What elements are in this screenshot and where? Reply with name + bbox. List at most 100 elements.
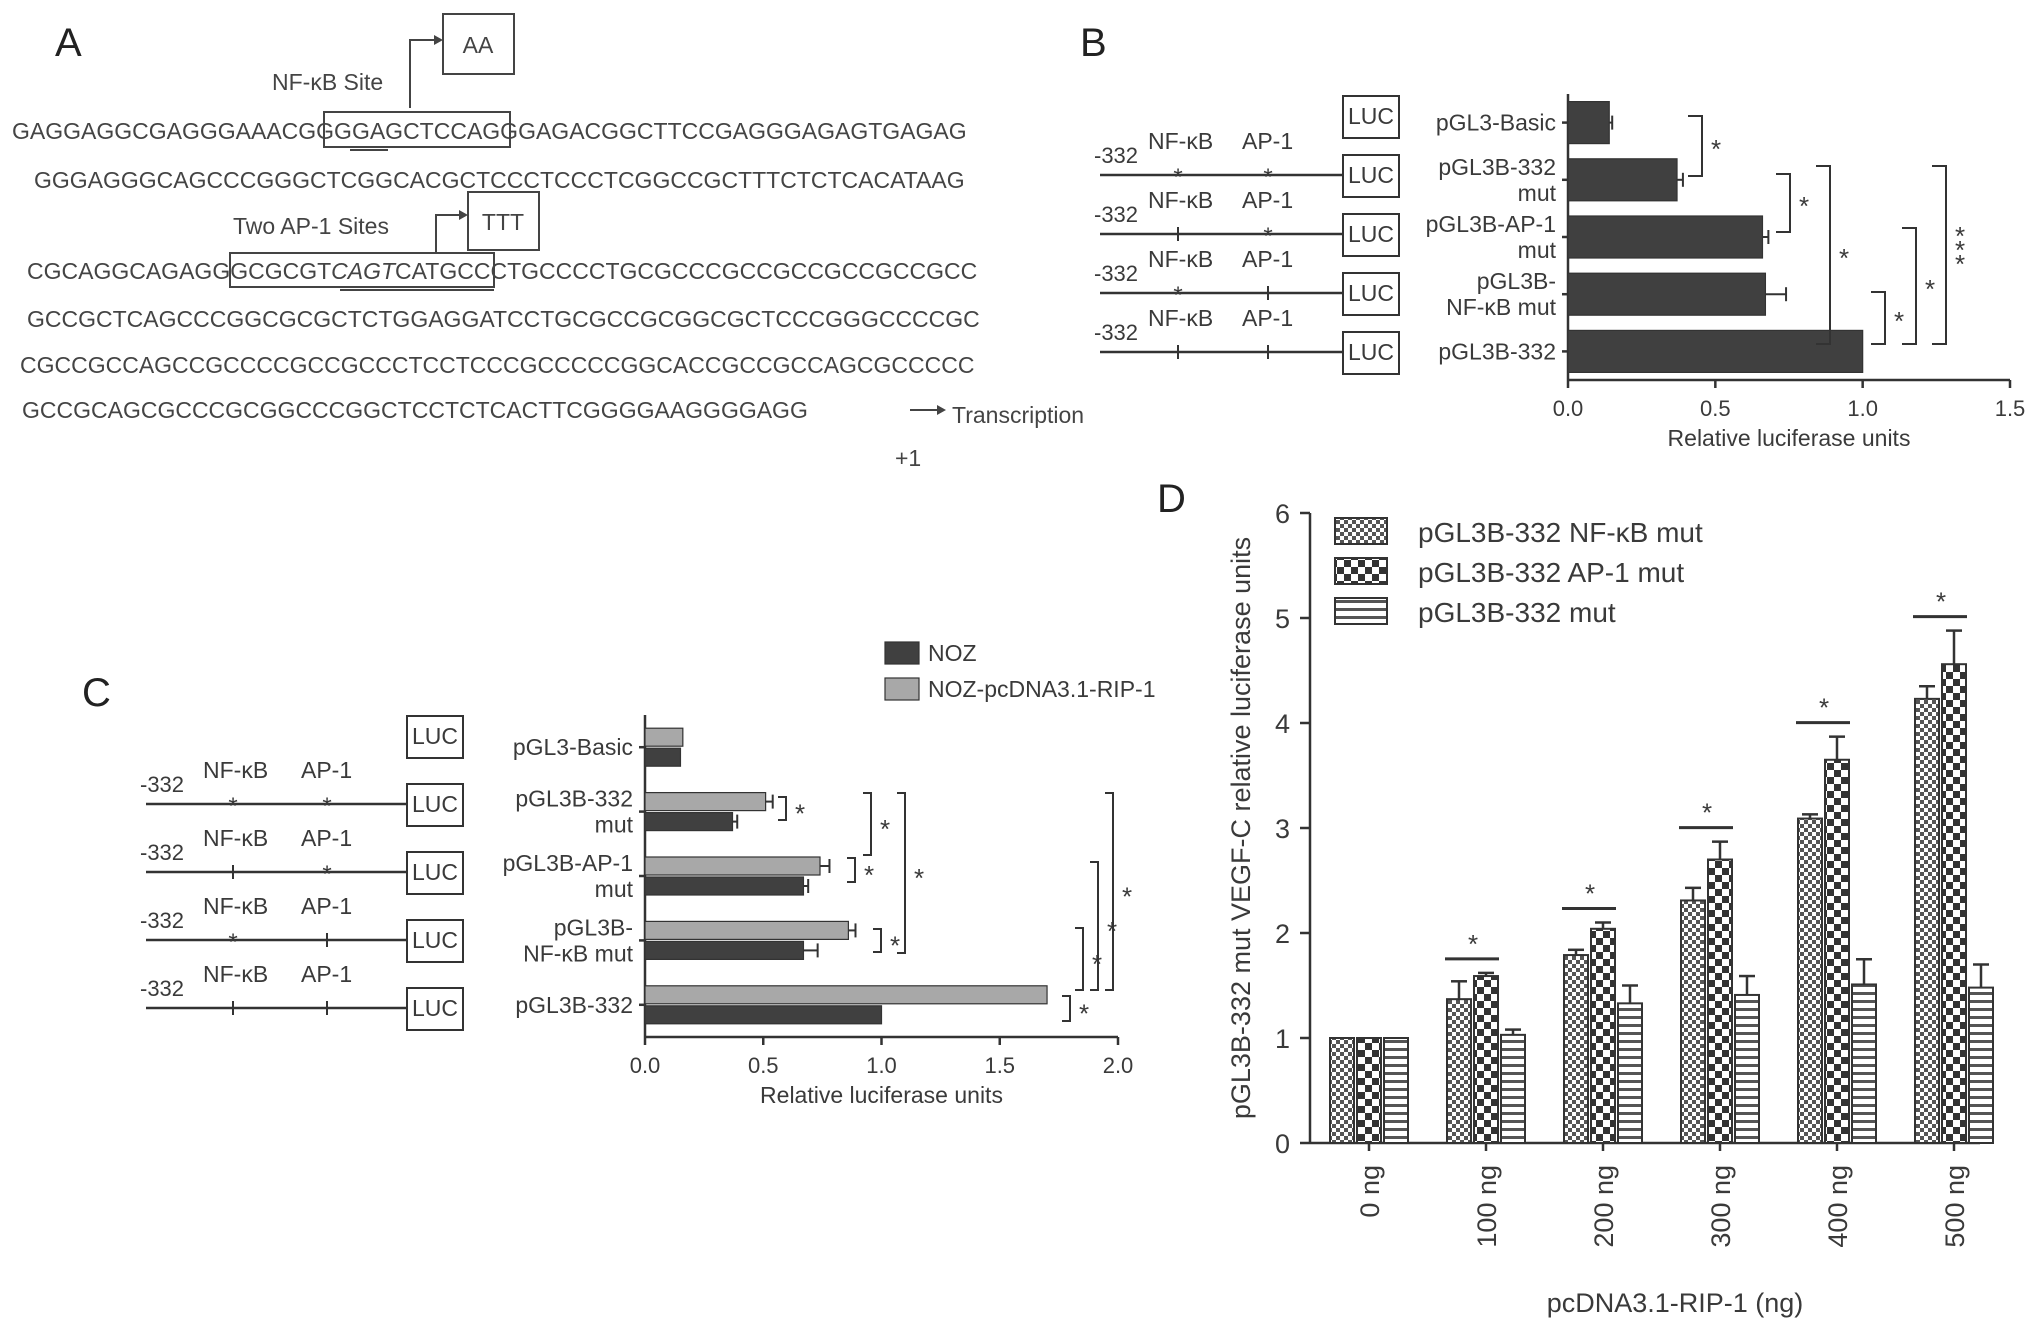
x-tick-label: 1.0 [866, 1053, 897, 1078]
panel-label-b: B [1080, 21, 1107, 65]
significance-mark: * [1925, 274, 1935, 304]
significance-bracket [1075, 927, 1084, 991]
significance-mark: * [914, 863, 924, 893]
significance-bracket [863, 792, 872, 856]
panel-label-d: D [1157, 477, 1186, 521]
category-label: pGL3B-332 [515, 786, 633, 812]
bar [1500, 1033, 1526, 1144]
bar [644, 876, 805, 896]
sequence-line-6: GCCGCAGCGCCCGCGGCCCGGCTCCTCTCACTTCGGGGAA… [22, 397, 808, 423]
site-nfkb-label: NF-κB Site [272, 69, 383, 95]
y-tick-label: 5 [1275, 604, 1290, 634]
bar [1851, 983, 1877, 1145]
sequence-line-1: GAGGAGGCGAGGGAAACGGGGAGCTCCAGGGAGACGGCTT… [12, 118, 967, 144]
ap1-label: AP-1 [1242, 305, 1293, 331]
bar [1680, 899, 1706, 1145]
luc-box [406, 715, 464, 759]
bar [1797, 817, 1823, 1144]
x-tick-label: 1.0 [1847, 396, 1878, 421]
panel-d-chart: 0 1 2 3 4 5 6 pGL3B-332 mut VEGF-C relative luc… [1226, 499, 1994, 1318]
bar [1707, 858, 1733, 1144]
arrow-head-ap1 [459, 210, 468, 220]
ap1-label: AP-1 [301, 893, 352, 919]
significance-bracket [1871, 291, 1886, 345]
ap1-label: AP-1 [1242, 246, 1293, 272]
y-tick-label: 2 [1275, 919, 1290, 949]
legend-swatch [1334, 597, 1388, 625]
nfkb-label: NF-κB [203, 893, 268, 919]
mutation-mark: * [1173, 282, 1182, 309]
mutation-nfkb: AA [463, 32, 494, 58]
mutation-mark: * [322, 861, 331, 888]
bar [1473, 975, 1499, 1144]
nfkb-label: NF-κB [1148, 305, 1213, 331]
position-label: -332 [140, 908, 184, 933]
panel-c-chart: 0.0 0.5 1.0 1.5 2.0 Relative luciferase units… [503, 640, 1156, 1108]
significance-mark: * [1819, 693, 1829, 723]
legend-swatch [1334, 517, 1388, 545]
bar [1941, 663, 1967, 1144]
significance-mark: * [1955, 235, 1965, 265]
ap1-label: AP-1 [301, 961, 352, 987]
bar [1563, 954, 1589, 1144]
mutation-mark: * [228, 929, 237, 956]
luc-label: LUC [1348, 280, 1394, 306]
bar [644, 727, 684, 747]
x-tick-label: 100 ng [1472, 1165, 1502, 1248]
bar [1446, 998, 1472, 1145]
nfkb-label: NF-κB [1148, 128, 1213, 154]
ap1-label: AP-1 [1242, 128, 1293, 154]
category-label: pGL3-Basic [1436, 110, 1556, 136]
sequence-line-2: GGGAGGGCAGCCCGGGCTCGGCACGCTCCCTCCCTCGGCC… [34, 167, 965, 193]
x-tick-label: 1.5 [984, 1053, 1015, 1078]
luc-label: LUC [1348, 339, 1394, 365]
bar [1567, 215, 1764, 259]
luc-box [1342, 213, 1400, 257]
luc-label: LUC [412, 859, 458, 885]
category-label: NF-κB mut [1446, 294, 1557, 320]
x-axis-label: Relative luciferase units [760, 1082, 1003, 1108]
bar [1356, 1037, 1382, 1144]
category-label: mut [595, 812, 634, 838]
sequence-line-3: CGCAGGCAGAGGGCGCGTCAGTCATGCCCTGCCCCTGCGC… [27, 258, 977, 284]
ap1-site-box [229, 252, 495, 288]
significance-mark: * [1936, 587, 1946, 617]
x-tick-label: 0 ng [1355, 1165, 1385, 1218]
x-tick-label: 200 ng [1589, 1165, 1619, 1248]
bar [644, 791, 767, 812]
luc-box [1342, 272, 1400, 316]
bar [1824, 758, 1850, 1144]
significance-bracket [1816, 165, 1831, 345]
category-label: mut [1518, 180, 1557, 206]
luc-label: LUC [412, 927, 458, 953]
bar [644, 856, 821, 876]
y-tick-label: 1 [1275, 1024, 1290, 1054]
position-label: -332 [1094, 143, 1138, 168]
arrow-head-nfkb [434, 35, 443, 45]
panel-a: A AA NF-κB Site GAGGAGGCGAGGGAAACGGGGAGC… [12, 13, 1084, 471]
nfkb-label: NF-κB [1148, 246, 1213, 272]
bar [644, 811, 734, 832]
category-label: mut [1518, 237, 1557, 263]
significance-bracket [1105, 792, 1114, 991]
x-axis-label: pcDNA3.1-RIP-1 (ng) [1547, 1288, 1804, 1318]
luc-box [1342, 95, 1400, 139]
significance-mark: * [1799, 191, 1809, 221]
x-tick-label: 0.0 [630, 1053, 661, 1078]
luc-label: LUC [1348, 162, 1394, 188]
x-tick-label: 1.5 [1995, 396, 2026, 421]
sequence-line-4: GCCGCTCAGCCCGGCGCGCTCTGGAGGATCCTGCGCCGCG… [27, 306, 980, 332]
mutation-box-ap1 [467, 191, 540, 251]
mutation-mark: * [1263, 223, 1272, 250]
nfkb-site-box [323, 111, 511, 148]
legend-label: pGL3B-332 NF-κB mut [1418, 517, 1703, 548]
significance-mark: * [1468, 929, 1478, 959]
panel-label-c: C [82, 671, 111, 715]
bar [1567, 272, 1767, 316]
category-label: NF-κB mut [523, 940, 634, 966]
category-label: pGL3B- [1477, 268, 1556, 294]
significance-mark: * [1955, 249, 1965, 279]
nfkb-label: NF-κB [203, 825, 268, 851]
transcription-arrow-head [937, 405, 946, 415]
